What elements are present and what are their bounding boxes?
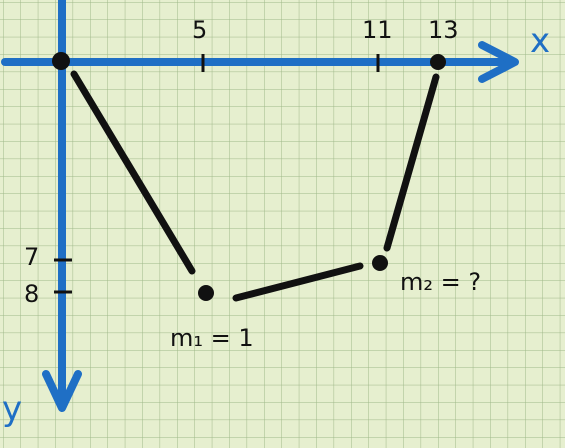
x-tick-label-5: 5 bbox=[192, 16, 207, 44]
slope-label-m1: m₁ = 1 bbox=[170, 324, 254, 352]
x-tick-label-11: 11 bbox=[362, 16, 393, 44]
point-origin bbox=[52, 52, 70, 70]
y-tick-label-8: 8 bbox=[24, 280, 39, 308]
x-axis-arrowhead bbox=[478, 41, 519, 83]
y-axis-label: y bbox=[2, 389, 22, 429]
slope-label-m2: m₂ = ? bbox=[400, 268, 481, 296]
y-tick-label-7: 7 bbox=[24, 243, 39, 271]
segment-p2-to-p3 bbox=[383, 73, 440, 252]
x-tick-label-13: 13 bbox=[428, 16, 459, 44]
point-p3 bbox=[430, 54, 446, 70]
segment-p1-to-p2 bbox=[232, 262, 364, 302]
x-axis-label: x bbox=[530, 21, 550, 61]
segment-origin-to-p1 bbox=[70, 70, 196, 275]
point-p1 bbox=[198, 285, 214, 301]
y-axis-arrowhead bbox=[42, 370, 82, 412]
point-p2 bbox=[372, 255, 388, 271]
